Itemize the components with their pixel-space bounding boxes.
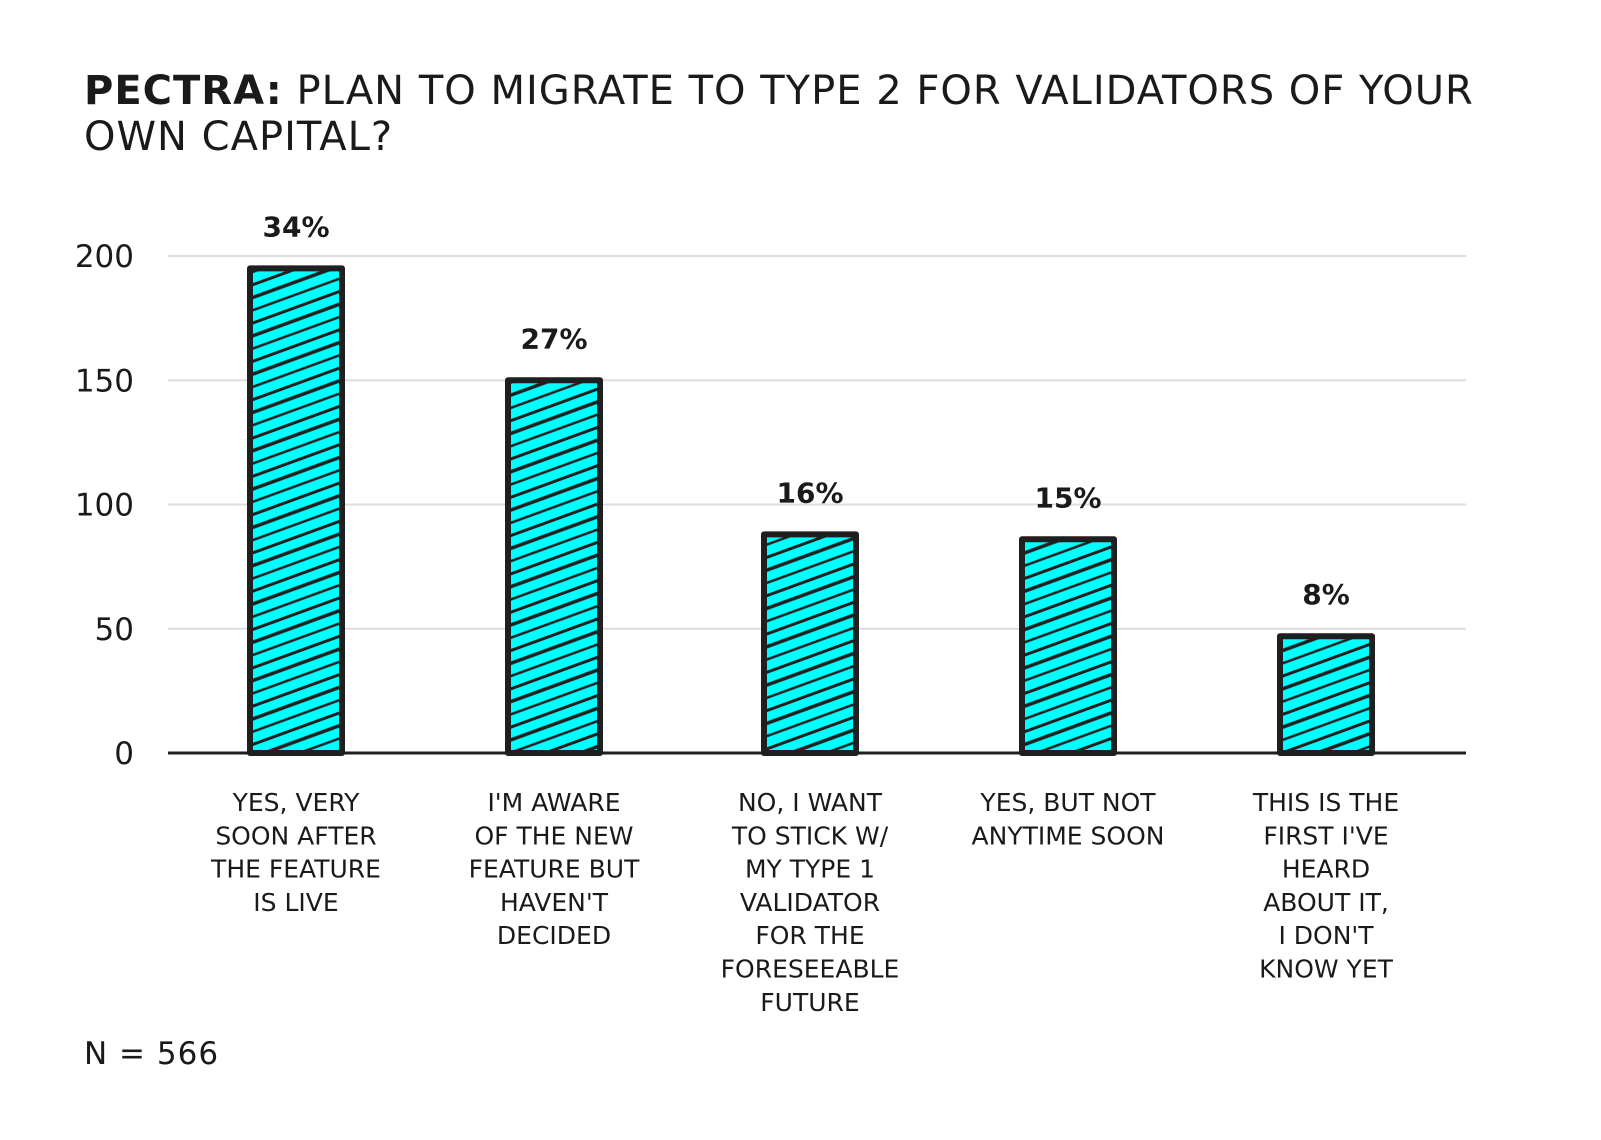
category-label: YES, BUT NOT ANYTIME SOON: [972, 788, 1165, 850]
y-tick-label: 100: [75, 488, 134, 524]
category-labels: YES, VERY SOON AFTER THE FEATURE IS LIVE I'M…: [210, 788, 1399, 1017]
bar-hatch: [1022, 539, 1114, 753]
data-label: 34%: [262, 210, 329, 243]
data-label: 27%: [520, 322, 587, 355]
category-label-line: YES, BUT NOT: [979, 788, 1156, 817]
category-label-line: FIRST I'VE: [1263, 821, 1388, 850]
bar-hatch: [508, 380, 600, 753]
category-label-line: I DON'T: [1278, 921, 1374, 950]
y-tick-label: 50: [95, 612, 134, 648]
category-label-line: YES, VERY: [232, 788, 360, 817]
category-label-line: VALIDATOR: [740, 888, 880, 917]
gridlines: [168, 255, 1466, 630]
bar-hatch: [250, 268, 342, 753]
y-tick-label: 0: [114, 736, 134, 772]
y-axis: 0 50 100 150 200: [75, 239, 134, 772]
y-tick-label: 200: [75, 239, 134, 275]
sample-size-note: N = 566: [84, 1036, 220, 1072]
bar-hatch: [1280, 636, 1372, 753]
category-label-line: MY TYPE 1: [745, 855, 875, 884]
category-label-line: SOON AFTER: [215, 821, 376, 850]
category-label-line: HEARD: [1282, 855, 1370, 884]
data-label: 15%: [1034, 481, 1101, 514]
category-label: I'M AWARE OF THE NEW FEATURE BUT HAVEN'T DEC…: [469, 788, 640, 950]
category-label: THIS IS THE FIRST I'VE HEARD ABOUT IT, I DON…: [1252, 788, 1399, 984]
category-label-line: I'M AWARE: [487, 788, 620, 817]
category-label-line: THE FEATURE: [210, 855, 381, 884]
category-label-line: ABOUT IT,: [1263, 888, 1389, 917]
category-label-line: OF THE NEW: [474, 821, 633, 850]
bars: [247, 265, 1375, 757]
category-label-line: IS LIVE: [253, 888, 338, 917]
category-label-line: FOR THE: [755, 921, 864, 950]
bar-hatch: [764, 534, 856, 753]
category-label-line: NO, I WANT: [738, 788, 883, 817]
category-label-line: FEATURE BUT: [469, 855, 640, 884]
category-label-line: KNOW YET: [1259, 955, 1394, 984]
chart-title: PECTRA: PLAN TO MIGRATE TO TYPE 2 FOR VA…: [84, 68, 1544, 160]
category-label: NO, I WANT TO STICK W/MY TYPE 1 VALIDATOR F…: [721, 788, 900, 1017]
y-tick-label: 150: [75, 363, 134, 399]
category-label-line: FUTURE: [760, 988, 859, 1017]
category-label: YES, VERY SOON AFTER THE FEATURE IS LIVE: [210, 788, 381, 917]
data-label: 8%: [1302, 578, 1350, 611]
category-label-line: DECIDED: [497, 921, 611, 950]
chart-title-rest: PLAN TO MIGRATE TO TYPE 2 FOR VALIDATORS…: [84, 68, 1474, 160]
chart-title-prefix: PECTRA:: [84, 68, 283, 114]
data-labels: 34% 27% 16% 15% 8%: [262, 210, 1349, 611]
data-label: 16%: [776, 476, 843, 509]
category-label-line: THIS IS THE: [1252, 788, 1399, 817]
category-label-line: ANYTIME SOON: [972, 821, 1165, 850]
category-label-line: TO STICK W/: [731, 821, 889, 850]
category-label-line: FORESEEABLE: [721, 955, 900, 984]
category-label-line: HAVEN'T: [500, 888, 609, 917]
